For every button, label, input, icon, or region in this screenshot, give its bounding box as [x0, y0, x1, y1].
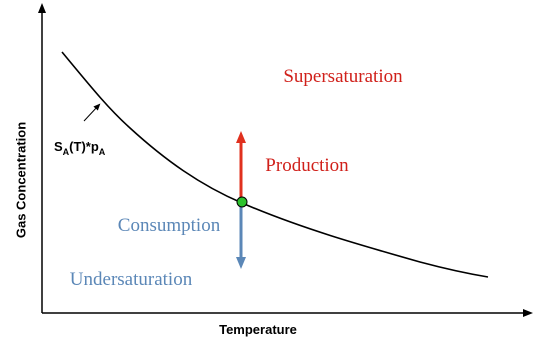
equilibrium-point [236, 196, 248, 208]
curve-label-sub: A [99, 147, 106, 157]
consumption-label: Consumption [118, 215, 221, 236]
production-label: Production [265, 155, 349, 176]
y-axis-label: Gas Concentration [13, 122, 28, 238]
label-pointer [83, 103, 101, 122]
curve-label-middle: (T)*p [69, 139, 99, 154]
undersaturation-label: Undersaturation [70, 269, 193, 290]
curve-label: SA(T)*pA [54, 139, 106, 157]
supersaturation-label: Supersaturation [283, 66, 403, 87]
x-axis-label: Temperature [219, 322, 297, 337]
curve-label-base: S [54, 139, 63, 154]
curve-label-sub: A [63, 147, 70, 157]
